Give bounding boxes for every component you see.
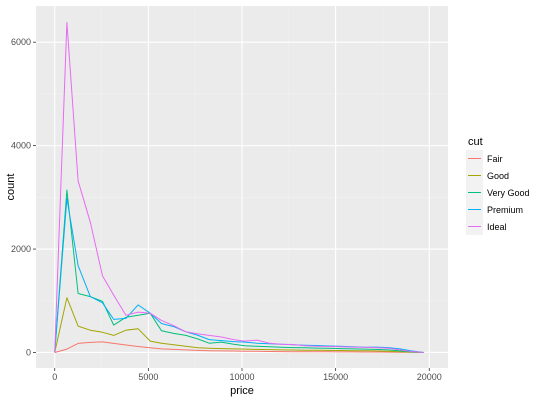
y-tick-label: 2000 [11, 244, 31, 254]
x-tick-label: 20000 [417, 372, 442, 382]
y-axis-title: count [5, 174, 17, 201]
y-tick-label: 4000 [11, 141, 31, 151]
grid-major [36, 6, 448, 368]
y-tick-label: 6000 [11, 37, 31, 47]
x-tick-label: 0 [52, 372, 57, 382]
series-line-ideal [54, 22, 424, 353]
legend-label-ideal: Ideal [487, 222, 507, 232]
series-line-good [54, 297, 424, 353]
legend-label-very-good: Very Good [487, 188, 530, 198]
legend: cut Fair Good Very Good Premium Ideal [466, 136, 530, 235]
legend-label-fair: Fair [487, 154, 503, 164]
y-axis: 0 2000 4000 6000 [11, 37, 36, 357]
x-tick-label: 10000 [229, 372, 254, 382]
series-line-fair [54, 341, 424, 353]
x-tick-label: 5000 [138, 372, 158, 382]
legend-label-premium: Premium [487, 205, 523, 215]
series-lines [54, 22, 424, 353]
legend-title: cut [468, 136, 483, 148]
y-tick-label: 0 [26, 347, 31, 357]
series-line-very-good [54, 189, 424, 353]
x-tick-label: 15000 [323, 372, 348, 382]
x-axis: 0 5000 10000 15000 20000 [52, 368, 442, 382]
legend-label-good: Good [487, 171, 509, 181]
x-axis-title: price [230, 385, 254, 397]
